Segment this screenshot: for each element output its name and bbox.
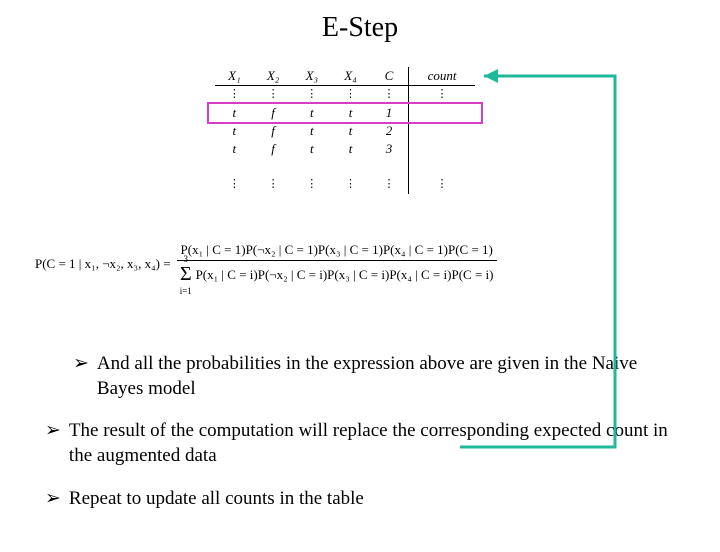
table-row — [215, 158, 475, 176]
arrow-head-icon — [484, 69, 498, 83]
sigma-symbol: Σ 3 i=1 — [180, 263, 192, 286]
table-row: ⋮ ⋮ ⋮ ⋮ ⋮ ⋮ — [215, 176, 475, 194]
bullet-text: The result of the computation will repla… — [69, 419, 675, 468]
col-count: count — [409, 67, 475, 86]
col-x2: X₂ — [254, 67, 293, 86]
formula-lhs: P(C = 1 | x₁, ¬x₂, x₃, x₄) = — [35, 256, 171, 272]
bullet-list: ➢ And all the probabilities in the expre… — [45, 352, 675, 529]
col-c: C — [370, 67, 409, 86]
col-x3: X₃ — [292, 67, 331, 86]
table-row: t f t t 2 — [215, 122, 475, 140]
bullet-item: ➢ And all the probabilities in the expre… — [73, 352, 675, 401]
bullet-marker-icon: ➢ — [73, 352, 89, 401]
bullet-text: And all the probabilities in the express… — [97, 352, 675, 401]
estep-formula: P(C = 1 | x₁, ¬x₂, x₃, x₄) = P(x₁ | C = … — [35, 242, 497, 286]
sigma-upper: 3 — [184, 254, 189, 264]
page-title: E-Step — [0, 12, 720, 44]
bullet-item: ➢ The result of the computation will rep… — [45, 419, 675, 468]
table-header-row: X₁ X₂ X₃ X₄ C count — [215, 67, 475, 86]
bullet-item: ➢ Repeat to update all counts in the tab… — [45, 487, 675, 512]
data-table-container: X₁ X₂ X₃ X₄ C count ⋮ ⋮ ⋮ ⋮ ⋮ ⋮ t f t t … — [215, 67, 475, 194]
col-x4: X₄ — [331, 67, 370, 86]
table-row: t f t t 1 — [215, 104, 475, 122]
formula-numerator: P(x₁ | C = 1)P(¬x₂ | C = 1)P(x₃ | C = 1)… — [177, 242, 497, 261]
augmented-data-table: X₁ X₂ X₃ X₄ C count ⋮ ⋮ ⋮ ⋮ ⋮ ⋮ t f t t … — [215, 67, 475, 194]
table-row: t f t t 3 — [215, 140, 475, 158]
table-row: ⋮ ⋮ ⋮ ⋮ ⋮ ⋮ — [215, 86, 475, 104]
col-x1: X₁ — [215, 67, 254, 86]
bullet-text: Repeat to update all counts in the table — [69, 487, 364, 512]
bullet-marker-icon: ➢ — [45, 419, 61, 468]
bullet-marker-icon: ➢ — [45, 487, 61, 512]
formula-denominator: P(x₁ | C = i)P(¬x₂ | C = i)P(x₃ | C = i)… — [196, 267, 494, 283]
formula-fraction: P(x₁ | C = 1)P(¬x₂ | C = 1)P(x₃ | C = 1)… — [177, 242, 497, 286]
sigma-lower: i=1 — [180, 286, 192, 296]
